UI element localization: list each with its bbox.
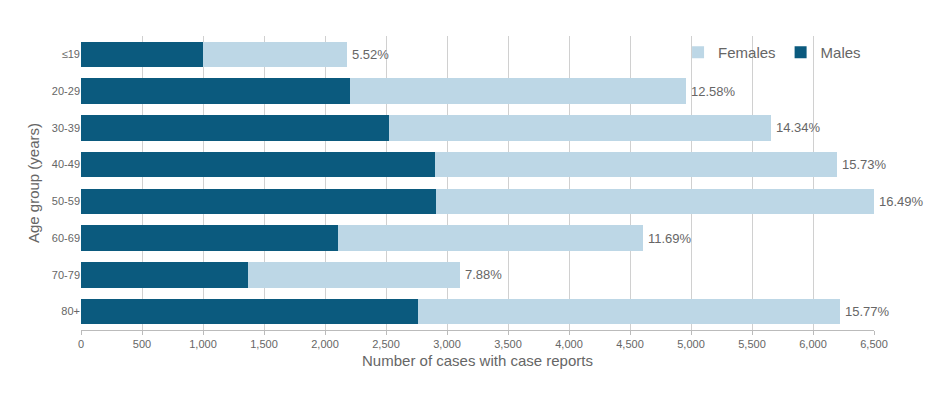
svg-text:15.73%: 15.73% <box>842 157 887 172</box>
svg-text:6,500: 6,500 <box>860 338 888 350</box>
svg-text:70-79: 70-79 <box>52 269 80 281</box>
svg-text:30-39: 30-39 <box>52 122 80 134</box>
svg-text:3,000: 3,000 <box>433 338 461 350</box>
svg-text:≤19: ≤19 <box>62 48 80 60</box>
svg-text:500: 500 <box>133 338 151 350</box>
svg-text:6,000: 6,000 <box>799 338 827 350</box>
svg-text:11.69%: 11.69% <box>648 231 692 246</box>
svg-text:60-69: 60-69 <box>52 232 80 244</box>
svg-text:14.34%: 14.34% <box>776 120 821 135</box>
svg-text:Age group (years): Age group (years) <box>25 123 42 243</box>
svg-text:12.58%: 12.58% <box>691 84 736 99</box>
svg-text:7.88%: 7.88% <box>465 267 502 282</box>
svg-text:1,500: 1,500 <box>250 338 278 350</box>
svg-text:1,000: 1,000 <box>189 338 217 350</box>
svg-text:50-59: 50-59 <box>52 195 80 207</box>
svg-text:5.52%: 5.52% <box>352 47 389 62</box>
svg-text:20-29: 20-29 <box>52 85 80 97</box>
svg-text:2,000: 2,000 <box>311 338 339 350</box>
svg-text:4,500: 4,500 <box>616 338 644 350</box>
svg-text:0: 0 <box>78 338 84 350</box>
svg-text:Number of cases with case repo: Number of cases with case reports <box>362 352 593 369</box>
svg-text:3,500: 3,500 <box>494 338 522 350</box>
svg-text:40-49: 40-49 <box>52 158 80 170</box>
svg-text:4,000: 4,000 <box>555 338 583 350</box>
svg-text:16.49%: 16.49% <box>879 194 924 209</box>
svg-text:15.77%: 15.77% <box>845 304 890 319</box>
svg-text:2,500: 2,500 <box>372 338 400 350</box>
svg-text:5,500: 5,500 <box>738 338 766 350</box>
svg-text:5,000: 5,000 <box>677 338 705 350</box>
svg-text:Females: Females <box>718 44 776 61</box>
svg-text:80+: 80+ <box>61 305 80 317</box>
svg-text:Males: Males <box>821 44 861 61</box>
